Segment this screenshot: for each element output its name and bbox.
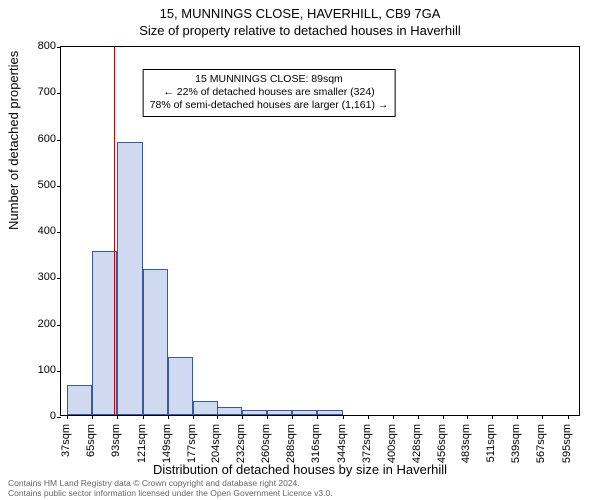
chart-title-address: 15, MUNNINGS CLOSE, HAVERHILL, CB9 7GA — [0, 6, 600, 21]
attribution-line2: Contains public sector information licen… — [8, 489, 333, 498]
x-tick-mark — [443, 415, 444, 419]
annotation-line1: 15 MUNNINGS CLOSE: 89sqm — [150, 73, 389, 86]
histogram-bar — [67, 385, 92, 415]
attribution: Contains HM Land Registry data © Crown c… — [8, 479, 333, 498]
y-tick-mark — [57, 93, 61, 94]
x-tick-mark — [67, 415, 68, 419]
x-tick-mark — [117, 415, 118, 419]
x-tick-mark — [92, 415, 93, 419]
x-tick-label: 65sqm — [85, 424, 97, 457]
x-tick-label: 567sqm — [535, 424, 547, 463]
x-tick-label: 177sqm — [186, 424, 198, 463]
x-tick-label: 539sqm — [510, 424, 522, 463]
x-tick-label: 37sqm — [60, 424, 72, 457]
x-tick-label: 344sqm — [336, 424, 348, 463]
x-tick-label: 204sqm — [210, 424, 222, 463]
x-tick-mark — [292, 415, 293, 419]
x-tick-mark — [217, 415, 218, 419]
x-tick-label: 372sqm — [361, 424, 373, 463]
y-tick-mark — [57, 325, 61, 326]
x-tick-label: 483sqm — [460, 424, 472, 463]
x-tick-label: 316sqm — [310, 424, 322, 463]
x-tick-mark — [568, 415, 569, 419]
x-tick-label: 428sqm — [411, 424, 423, 463]
histogram-bar — [217, 407, 242, 415]
x-tick-mark — [317, 415, 318, 419]
x-tick-label: 121sqm — [136, 424, 148, 463]
y-tick-mark — [57, 140, 61, 141]
x-tick-mark — [242, 415, 243, 419]
histogram-bar — [117, 142, 142, 415]
x-tick-label: 511sqm — [485, 424, 497, 462]
x-tick-mark — [467, 415, 468, 419]
y-tick-mark — [57, 232, 61, 233]
histogram-bar — [267, 410, 292, 415]
histogram-bar — [143, 269, 168, 415]
histogram-bar — [168, 357, 193, 415]
x-tick-mark — [517, 415, 518, 419]
x-tick-mark — [492, 415, 493, 419]
chart-subtitle: Size of property relative to detached ho… — [0, 23, 600, 38]
x-tick-mark — [368, 415, 369, 419]
y-tick-label: 0 — [16, 410, 56, 422]
annotation-box: 15 MUNNINGS CLOSE: 89sqm← 22% of detache… — [143, 69, 396, 116]
reference-line — [114, 47, 115, 415]
histogram-bar — [242, 410, 267, 415]
x-tick-mark — [418, 415, 419, 419]
y-tick-label: 800 — [16, 40, 56, 52]
chart-container: 15, MUNNINGS CLOSE, HAVERHILL, CB9 7GA S… — [0, 0, 600, 500]
annotation-line3: 78% of semi-detached houses are larger (… — [150, 99, 389, 112]
x-tick-mark — [193, 415, 194, 419]
y-tick-mark — [57, 278, 61, 279]
y-tick-label: 100 — [16, 364, 56, 376]
chart-plot-area: 15 MUNNINGS CLOSE: 89sqm← 22% of detache… — [60, 46, 580, 416]
x-tick-label: 595sqm — [561, 424, 573, 463]
x-tick-label: 149sqm — [161, 424, 173, 463]
y-tick-label: 600 — [16, 133, 56, 145]
x-tick-mark — [168, 415, 169, 419]
x-tick-label: 400sqm — [386, 424, 398, 463]
x-tick-label: 260sqm — [260, 424, 272, 463]
x-tick-mark — [143, 415, 144, 419]
x-tick-label: 232sqm — [235, 424, 247, 463]
x-tick-mark — [267, 415, 268, 419]
y-tick-label: 700 — [16, 86, 56, 98]
histogram-bar — [193, 401, 218, 415]
y-tick-mark — [57, 186, 61, 187]
x-tick-label: 456sqm — [436, 424, 448, 463]
y-tick-mark — [57, 417, 61, 418]
annotation-line2: ← 22% of detached houses are smaller (32… — [150, 86, 389, 99]
histogram-bar — [292, 410, 317, 415]
y-tick-label: 300 — [16, 271, 56, 283]
x-tick-mark — [393, 415, 394, 419]
histogram-bar — [317, 410, 342, 415]
x-tick-label: 93sqm — [110, 424, 122, 457]
y-tick-mark — [57, 371, 61, 372]
x-axis-label: Distribution of detached houses by size … — [0, 462, 600, 477]
y-tick-label: 500 — [16, 179, 56, 191]
y-tick-mark — [57, 47, 61, 48]
y-tick-label: 200 — [16, 318, 56, 330]
x-tick-mark — [343, 415, 344, 419]
y-tick-label: 400 — [16, 225, 56, 237]
x-tick-mark — [542, 415, 543, 419]
x-tick-label: 288sqm — [285, 424, 297, 463]
